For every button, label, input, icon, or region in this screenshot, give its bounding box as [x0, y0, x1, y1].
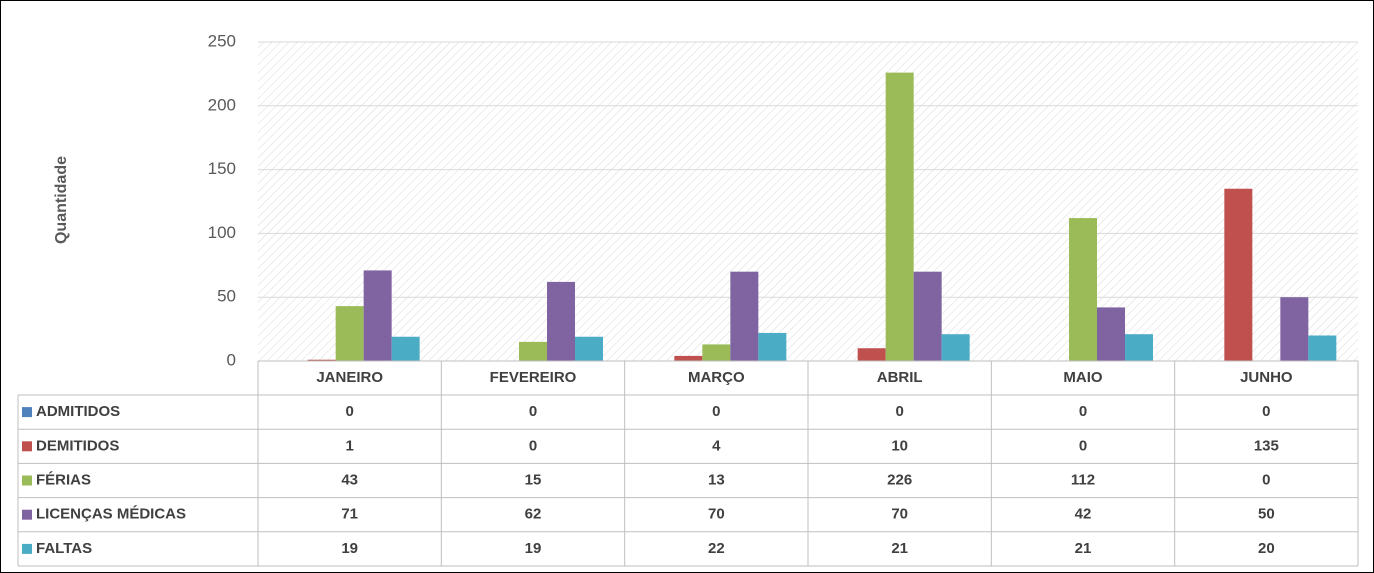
legend-swatch	[22, 543, 32, 554]
bar	[674, 355, 703, 361]
x-tick-label: ABRIL	[877, 369, 923, 386]
table-value: 4	[712, 437, 721, 454]
legend-label: LICENÇAS MÉDICAS	[36, 506, 186, 523]
table-value: 0	[1079, 403, 1087, 420]
table-value: 135	[1254, 437, 1279, 454]
legend-swatch	[22, 407, 32, 418]
table-value: 50	[1258, 506, 1275, 523]
bar	[1224, 188, 1253, 361]
bar	[758, 332, 787, 361]
bar	[857, 348, 886, 361]
legend-swatch	[22, 441, 32, 452]
table-value: 0	[529, 403, 537, 420]
y-tick-label: 150	[208, 159, 236, 178]
plot-background	[258, 42, 1358, 361]
x-tick-label: MAIO	[1063, 369, 1102, 386]
table-value: 22	[708, 540, 725, 557]
table-value: 21	[891, 540, 908, 557]
table-value: 43	[341, 471, 358, 488]
y-tick-label: 0	[227, 350, 236, 369]
bar	[519, 341, 547, 361]
x-tick-label: JANEIRO	[316, 369, 383, 386]
table-value: 0	[1262, 471, 1270, 488]
table-value: 70	[891, 506, 908, 523]
legend-label: FÉRIAS	[36, 471, 91, 488]
table-value: 21	[1075, 540, 1092, 557]
bar	[1125, 334, 1153, 361]
y-tick-label: 100	[208, 223, 236, 242]
bar	[391, 336, 420, 361]
bar	[702, 344, 731, 361]
bar	[575, 336, 603, 361]
table-value: 71	[341, 506, 358, 523]
y-axis-title: Quantidade	[53, 156, 70, 244]
bar	[547, 281, 575, 361]
legend-swatch	[22, 475, 32, 486]
x-tick-label: FEVEREIRO	[490, 369, 577, 386]
y-tick-label: 250	[208, 31, 236, 50]
bar	[941, 334, 970, 361]
x-tick-label: MARÇO	[688, 369, 745, 386]
table-value: 0	[712, 403, 720, 420]
table-value: 226	[887, 471, 912, 488]
table-value: 0	[895, 403, 903, 420]
table-value: 0	[1262, 403, 1270, 420]
bar	[1069, 218, 1097, 361]
bar	[363, 270, 392, 361]
table-value: 13	[708, 471, 725, 488]
table-value: 70	[708, 506, 725, 523]
table-value: 0	[1079, 437, 1087, 454]
table-value: 19	[341, 540, 358, 557]
table-value: 15	[525, 471, 542, 488]
table-value: 20	[1258, 540, 1275, 557]
legend-label: ADMITIDOS	[36, 403, 120, 420]
bar	[1097, 307, 1125, 361]
y-tick-label: 50	[217, 287, 236, 306]
bar	[1308, 335, 1337, 361]
table-value: 62	[525, 506, 542, 523]
bar	[1280, 297, 1309, 361]
table-value: 42	[1075, 506, 1092, 523]
bar	[335, 306, 364, 361]
table-value: 10	[891, 437, 908, 454]
table-value: 1	[345, 437, 353, 454]
table-value: 19	[525, 540, 542, 557]
legend-label: FALTAS	[36, 540, 92, 557]
bar	[730, 271, 759, 361]
x-tick-label: JUNHO	[1240, 369, 1293, 386]
bar	[885, 72, 914, 362]
table-value: 112	[1071, 471, 1095, 488]
legend-swatch	[22, 509, 32, 520]
y-tick-label: 200	[208, 95, 236, 114]
table-value: 0	[345, 403, 353, 420]
bar	[913, 271, 942, 361]
table-value: 0	[529, 437, 537, 454]
bar	[307, 359, 336, 361]
legend-label: DEMITIDOS	[36, 437, 119, 454]
